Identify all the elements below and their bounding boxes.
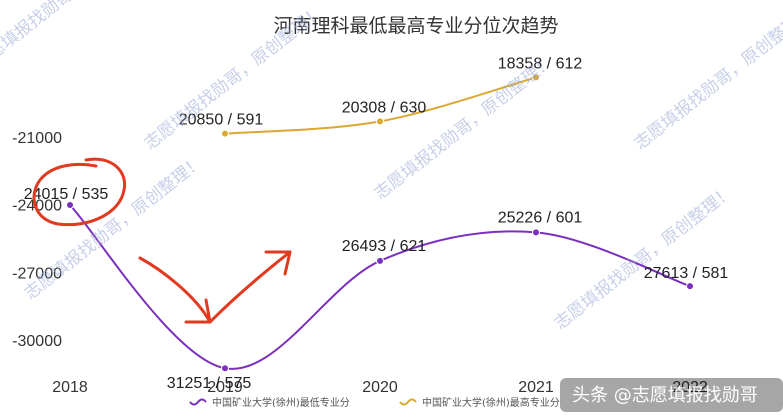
data-point	[532, 228, 540, 237]
watermark-text: 志愿填报找勋哥，原创整理！	[551, 182, 737, 334]
data-label: 20850 / 591	[179, 112, 264, 129]
series-layer: 24015 / 535 31251 / 575 26493 / 621 25226 /…	[24, 55, 729, 392]
axes: -21000 -24000 -27000 -30000 2018 2019 2020 2021…	[12, 130, 708, 396]
annotation-check-left	[138, 256, 212, 324]
data-point	[66, 201, 74, 210]
data-label: 27613 / 581	[644, 265, 729, 282]
annotation-circle	[32, 157, 127, 227]
annotation-arrow-head	[264, 250, 292, 276]
y-tick-label: -24000	[12, 198, 62, 215]
watermark-text: 志愿填报找勋哥，原创整理！	[0, 0, 157, 74]
data-label: 24015 / 535	[24, 186, 109, 203]
data-label: 20308 / 630	[342, 99, 427, 116]
legend-swatch	[399, 398, 417, 406]
credit-badge: 头条 @志愿填报找勋哥	[560, 378, 783, 412]
y-tick-label: -30000	[12, 333, 62, 350]
data-point	[532, 73, 540, 82]
data-label: 26493 / 621	[342, 238, 427, 255]
chart-title: 河南理科最低最高专业分位次趋势	[273, 15, 558, 37]
data-point	[221, 364, 229, 373]
data-label: 18358 / 612	[498, 55, 583, 72]
data-label: 31251 / 575	[167, 375, 252, 392]
data-point	[221, 129, 229, 138]
y-tick-label: -21000	[12, 130, 62, 147]
watermark-text: 志愿填报找勋哥，原创整理！	[631, 2, 783, 154]
watermark-text: 志愿填报找勋哥，原创整理！	[21, 152, 207, 304]
annotation-arrow-head	[184, 298, 212, 324]
credit-text: 头条 @志愿填报找勋哥	[572, 385, 758, 406]
data-label: 25226 / 601	[498, 209, 583, 226]
data-point	[376, 256, 384, 265]
series-line-min	[69, 204, 691, 370]
data-point	[376, 117, 384, 126]
legend-label: 中国矿业大学(徐州)最高专业分	[422, 396, 560, 409]
y-tick-label: -27000	[12, 265, 62, 282]
x-tick-label: 2019	[207, 379, 243, 396]
x-tick-label: 2022	[672, 379, 708, 396]
x-tick-label: 2021	[518, 379, 554, 396]
data-point	[686, 282, 694, 291]
watermark-text: 志愿填报找勋哥，原创整理！	[141, 2, 327, 154]
legend: 中国矿业大学(徐州)最低专业分 中国矿业大学(徐州)最高专业分	[189, 396, 560, 409]
credit-background	[560, 378, 783, 412]
annotation-check-right	[208, 250, 292, 324]
hand-annotations	[32, 157, 292, 324]
x-tick-label: 2020	[362, 379, 398, 396]
legend-label: 中国矿业大学(徐州)最低专业分	[212, 396, 350, 409]
watermark-text: 志愿填报找勋哥，原创整理！	[371, 52, 557, 204]
x-tick-label: 2018	[52, 379, 88, 396]
legend-swatch	[189, 398, 207, 406]
